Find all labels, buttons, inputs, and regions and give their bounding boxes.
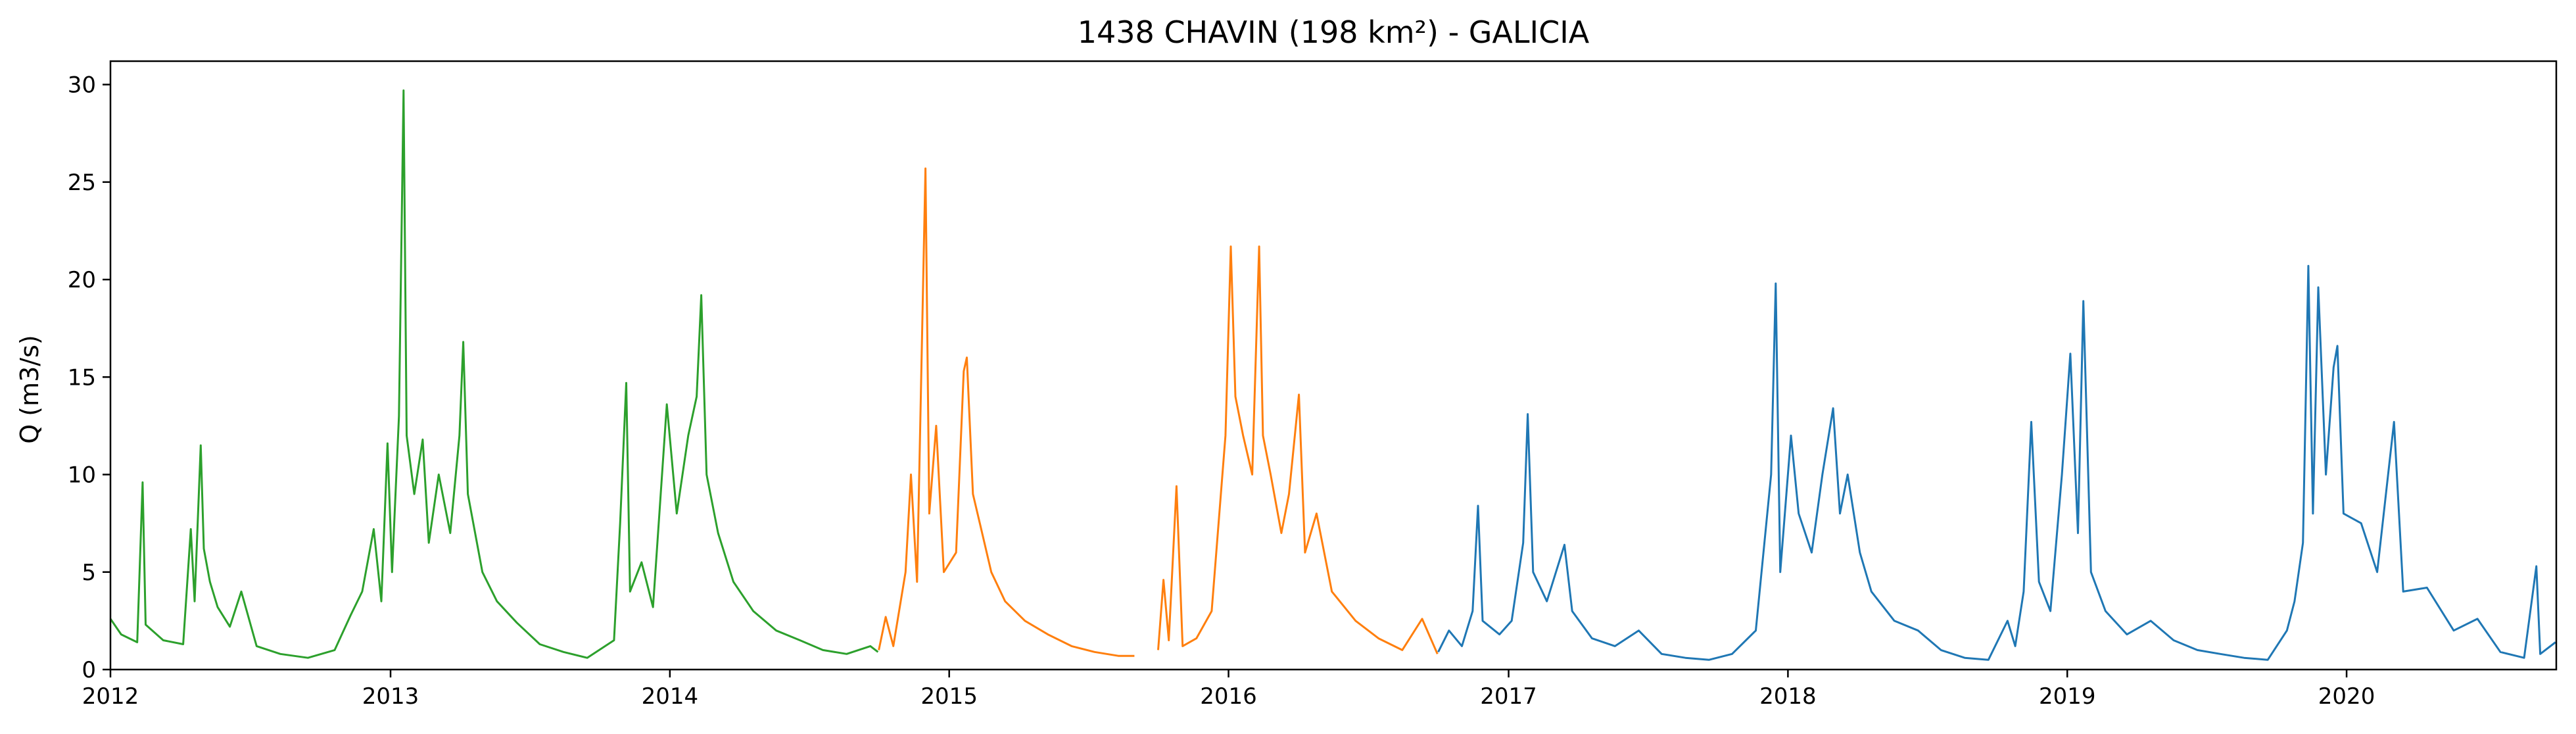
y-tick-label: 15 [68, 364, 96, 391]
y-axis-ticks: 0 5 10 15 20 25 30 [68, 72, 110, 683]
y-axis-label: Q (m3/s) [15, 335, 44, 443]
x-tick-label: 2014 [642, 683, 699, 710]
y-tick-label: 5 [82, 560, 96, 586]
x-tick-label: 2020 [2318, 683, 2375, 710]
y-tick-label: 0 [82, 657, 96, 683]
y-tick-label: 10 [68, 462, 96, 489]
y-tick-label: 20 [68, 267, 96, 293]
x-tick-label: 2018 [1759, 683, 1817, 710]
x-tick-label: 2016 [1200, 683, 1257, 710]
x-tick-label: 2013 [362, 683, 419, 710]
x-tick-label: 2017 [1480, 683, 1537, 710]
plot-frame [109, 60, 2558, 671]
series-line-1 [109, 89, 879, 659]
y-tick-label: 25 [68, 170, 96, 196]
series-line-2 [878, 167, 1439, 657]
series-line-3 [1437, 264, 2556, 661]
series-layer [109, 89, 2556, 661]
y-tick-label: 30 [68, 72, 96, 99]
x-tick-label: 2019 [2039, 683, 2096, 710]
x-tick-label: 2012 [82, 683, 139, 710]
x-axis-ticks: 2012 2013 2014 2015 2016 2017 2018 2019 2020 [82, 670, 2375, 710]
x-tick-label: 2015 [920, 683, 978, 710]
chart-title: 1438 CHAVIN (198 km²) - GALICIA [1078, 14, 1590, 50]
